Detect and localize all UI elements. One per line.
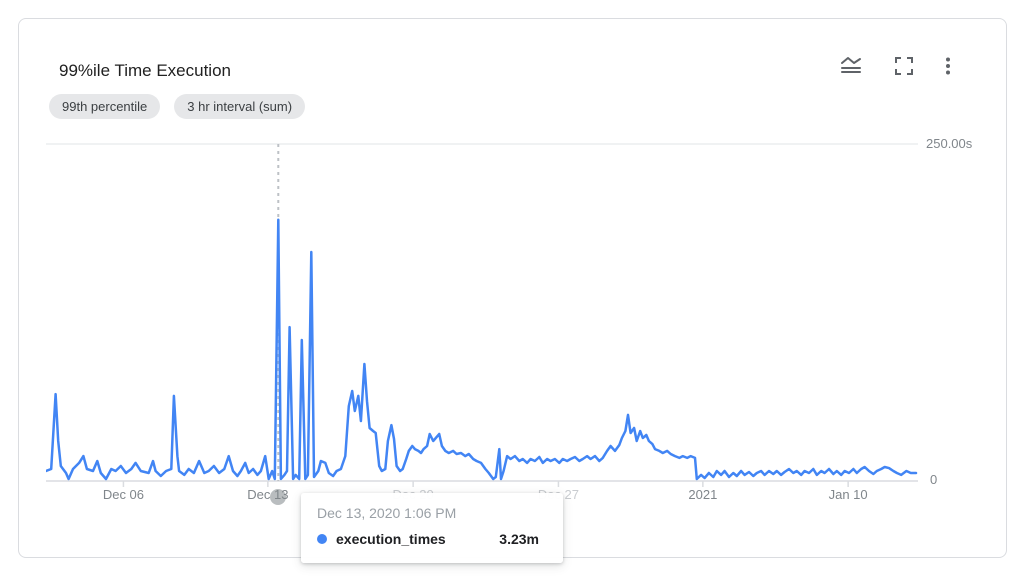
more-options-button[interactable] bbox=[936, 54, 960, 78]
x-tick-label-2021: 2021 bbox=[688, 487, 718, 502]
chart-options-button[interactable] bbox=[839, 54, 863, 78]
line-chart-style-icon bbox=[839, 54, 863, 78]
y-axis-max-label: 250.00s bbox=[926, 136, 973, 151]
chart-plot-area[interactable] bbox=[44, 141, 918, 487]
axis-hover-dot bbox=[270, 489, 287, 505]
x-tick-label-dec-06: Dec 06 bbox=[102, 487, 145, 502]
filter-chips: 99th percentile 3 hr interval (sum) bbox=[49, 94, 306, 119]
more-vert-icon bbox=[936, 54, 960, 78]
chart-title: 99%ile Time Execution bbox=[59, 61, 231, 80]
fullscreen-button[interactable] bbox=[892, 54, 916, 78]
chip-3-hr-interval-sum-[interactable]: 3 hr interval (sum) bbox=[174, 94, 306, 119]
series-line-execution_times[interactable] bbox=[44, 218, 918, 481]
tooltip-series-value: 3.23m bbox=[499, 531, 539, 547]
series-color-dot bbox=[317, 534, 327, 544]
y-axis-min-label: 0 bbox=[930, 472, 938, 487]
fullscreen-icon bbox=[892, 54, 916, 78]
hover-tooltip: Dec 13, 2020 1:06 PM execution_times 3.2… bbox=[301, 493, 563, 563]
tooltip-timestamp: Dec 13, 2020 1:06 PM bbox=[317, 505, 457, 521]
tooltip-series-row: execution_times 3.23m bbox=[317, 531, 547, 547]
chart-card: 99%ile Time Execution 99th percentile 3 h… bbox=[18, 18, 1007, 563]
tooltip-series-name: execution_times bbox=[336, 531, 446, 547]
chart-canvas[interactable] bbox=[44, 141, 918, 487]
x-tick-label-jan-10: Jan 10 bbox=[828, 487, 868, 502]
chip-99th-percentile[interactable]: 99th percentile bbox=[49, 94, 161, 119]
